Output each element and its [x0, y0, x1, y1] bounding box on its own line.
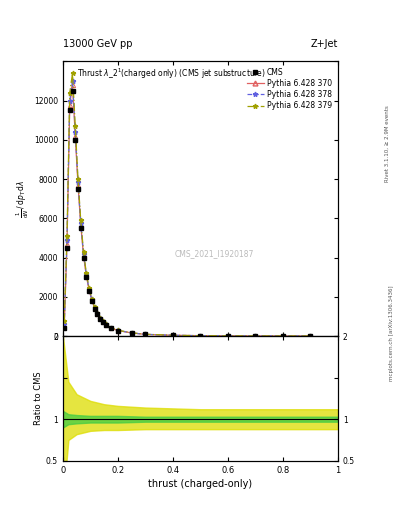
Text: Thrust $\lambda\_2^1$(charged only) (CMS jet substructure): Thrust $\lambda\_2^1$(charged only) (CMS…: [77, 67, 266, 81]
Text: CMS_2021_I1920187: CMS_2021_I1920187: [174, 249, 254, 258]
Text: 13000 GeV pp: 13000 GeV pp: [63, 38, 132, 49]
X-axis label: thrust (charged-only): thrust (charged-only): [149, 479, 252, 489]
Text: mcplots.cern.ch [arXiv:1306.3436]: mcplots.cern.ch [arXiv:1306.3436]: [389, 285, 393, 380]
Text: Rivet 3.1.10, ≥ 2.9M events: Rivet 3.1.10, ≥ 2.9M events: [385, 105, 389, 182]
Legend: CMS, Pythia 6.428 370, Pythia 6.428 378, Pythia 6.428 379: CMS, Pythia 6.428 370, Pythia 6.428 378,…: [244, 65, 334, 113]
Y-axis label: Ratio to CMS: Ratio to CMS: [34, 372, 43, 425]
Y-axis label: $\frac{1}{\mathrm{d}N}\,/\,\mathrm{d}p_T\,\mathrm{d}\lambda$: $\frac{1}{\mathrm{d}N}\,/\,\mathrm{d}p_T…: [15, 180, 31, 218]
Text: Z+Jet: Z+Jet: [310, 38, 338, 49]
